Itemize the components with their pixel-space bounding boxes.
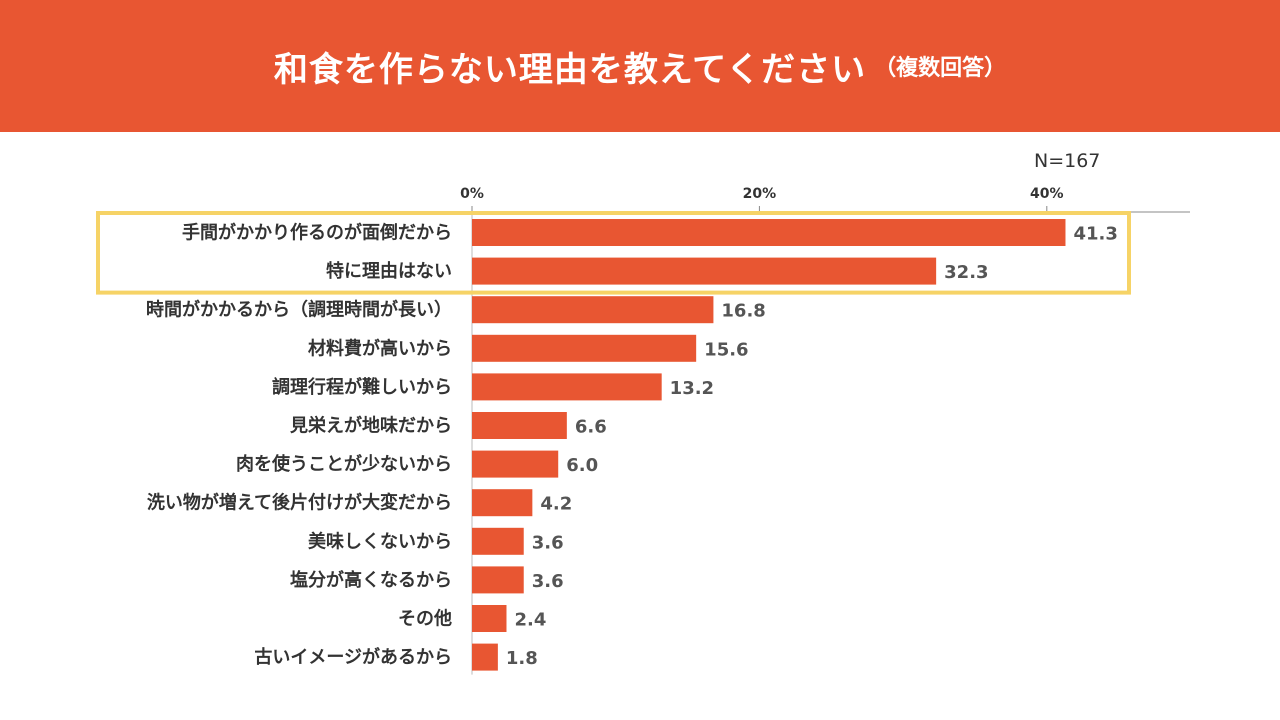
data-label: 16.8 xyxy=(721,301,765,322)
bar xyxy=(472,257,937,285)
bar xyxy=(472,566,524,594)
category-label: 古いイメージがあるから xyxy=(254,646,452,668)
data-label: 3.6 xyxy=(532,571,564,592)
bar xyxy=(472,489,533,517)
data-label: 6.0 xyxy=(566,455,598,476)
category-label: 時間がかかるから（調理時間が長い） xyxy=(146,299,452,321)
category-label: 特に理由はない xyxy=(326,260,452,282)
data-label: 15.6 xyxy=(704,339,748,360)
category-label: 肉を使うことが少ないから xyxy=(236,453,452,475)
chart-title: 和食を作らない理由を教えてください xyxy=(273,49,867,90)
bar xyxy=(472,643,498,671)
data-label: 3.6 xyxy=(532,532,564,553)
bar xyxy=(472,296,714,324)
x-tick-label: 40% xyxy=(1030,186,1064,202)
category-label: 塩分が高くなるから xyxy=(290,569,452,591)
bar xyxy=(472,605,507,632)
data-label: 6.6 xyxy=(575,417,607,438)
bar xyxy=(472,450,559,478)
chart-subtitle: （複数回答） xyxy=(874,56,1007,81)
data-label: 13.2 xyxy=(670,378,714,399)
bar xyxy=(472,334,697,362)
highlight-box xyxy=(96,211,1131,295)
data-label: 1.8 xyxy=(506,648,538,669)
category-label: 見栄えが地味だから xyxy=(289,415,452,437)
bar xyxy=(472,412,567,439)
category-label: 美味しくないから xyxy=(308,530,452,552)
data-label: 32.3 xyxy=(944,262,988,283)
category-label: 手間がかかり作るのが面倒だから xyxy=(182,222,452,244)
data-label: 2.4 xyxy=(514,610,546,631)
category-label: 洗い物が増えて後片付けが大変だから xyxy=(147,492,452,514)
x-tick-label: 20% xyxy=(743,186,777,202)
bar xyxy=(472,219,1066,246)
category-label: 材料費が高いから xyxy=(308,337,452,359)
sample-size-label: N=167 xyxy=(1034,150,1101,172)
data-label: 41.3 xyxy=(1073,224,1117,245)
category-label: その他 xyxy=(398,608,452,630)
bar xyxy=(472,373,662,401)
data-label: 4.2 xyxy=(540,494,572,515)
title-banner: 和食を作らない理由を教えてください （複数回答） xyxy=(0,0,1280,132)
category-label: 調理行程が難しいから xyxy=(272,376,452,398)
bar xyxy=(472,527,524,555)
x-tick-label: 0% xyxy=(460,186,484,202)
